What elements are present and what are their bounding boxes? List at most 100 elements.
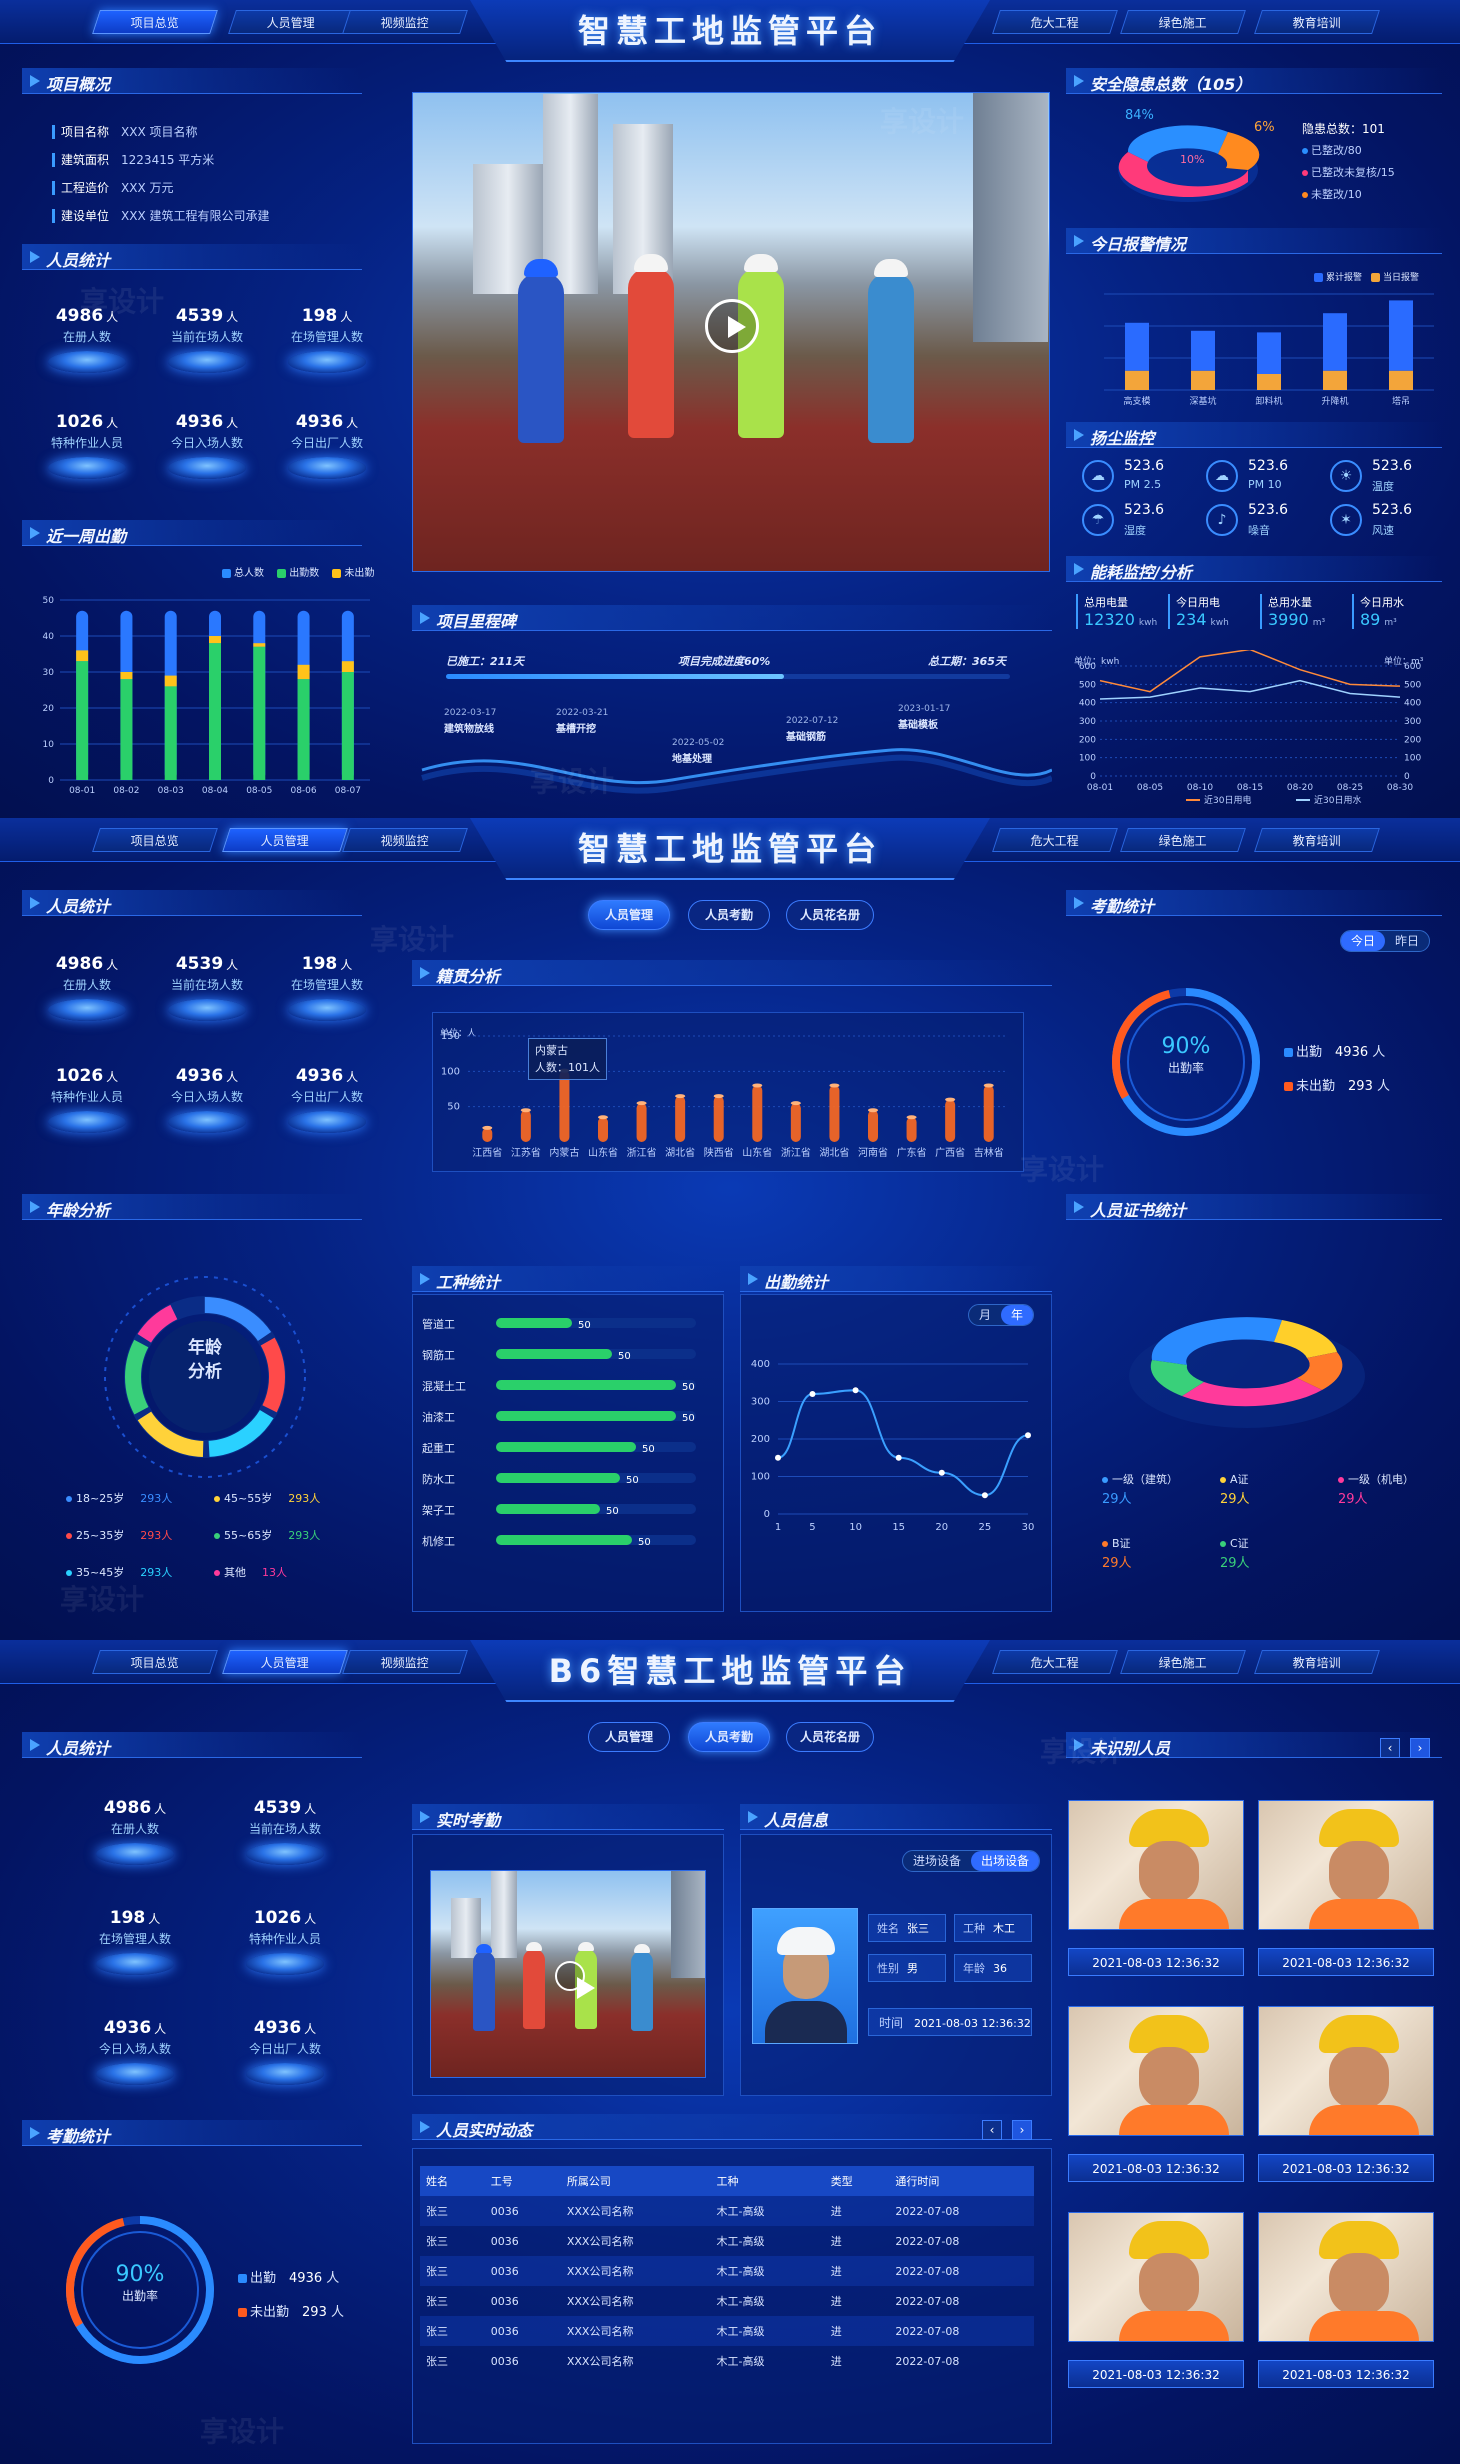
table-cell: 木工-高级 xyxy=(716,2235,765,2248)
stat-registered: 4986 人在册人数 xyxy=(32,954,142,1021)
stat-special-workers: 1026 人特种作业人员 xyxy=(32,1066,142,1133)
x-tick-label: 08-07 xyxy=(335,786,361,796)
legend-key-text: B证 xyxy=(1112,1537,1131,1550)
legend-dot xyxy=(1220,1477,1226,1483)
table-cell: 进 xyxy=(830,2235,842,2248)
x-tick-label: 1 xyxy=(775,1522,781,1533)
tab-video[interactable]: 视频监控 xyxy=(342,828,468,852)
energy-item: 今日用水 89 m³ xyxy=(1352,594,1404,629)
safety-pct-unreviewed: 6% xyxy=(1254,120,1275,135)
age-center-label: 年龄 分析 xyxy=(188,1338,222,1382)
tab-hazard-projects[interactable]: 危大工程 xyxy=(992,1650,1118,1674)
bar-cumulative xyxy=(1257,332,1281,374)
table-cell: 木工-高级 xyxy=(710,2256,825,2286)
table-cell: 木工-高级 xyxy=(710,2196,825,2226)
tab-green-construction[interactable]: 绿色施工 xyxy=(1120,10,1246,34)
tab-project-overview[interactable]: 项目总览 xyxy=(92,1650,218,1674)
body-icon xyxy=(1309,1899,1419,1929)
dust-item: ☁ 523.6 PM 10 xyxy=(1206,458,1326,498)
x-tick-label: 08-01 xyxy=(69,786,95,796)
person-photo xyxy=(752,1908,858,2044)
tab-personnel[interactable]: 人员管理 xyxy=(228,10,354,34)
alarm-legend: 累计报警 当日报警 xyxy=(1314,270,1419,283)
tab-green-construction[interactable]: 绿色施工 xyxy=(1120,828,1246,852)
section-header-age: 年龄分析 xyxy=(22,1194,362,1220)
tab-project-overview[interactable]: 项目总览 xyxy=(92,10,218,34)
next-page-button[interactable]: › xyxy=(1410,1738,1430,1758)
stat-today-out: 4936 人今日出厂人数 xyxy=(272,412,382,479)
table-cell: 进 xyxy=(824,2316,890,2346)
bar-today xyxy=(1257,374,1281,390)
toggle-in-device[interactable]: 进场设备 xyxy=(913,1854,962,1868)
toggle-yesterday[interactable]: 昨日 xyxy=(1395,934,1420,948)
table-cell: 2022-07-08 xyxy=(889,2196,1034,2226)
unknown-person-grid: 2021-08-03 12:36:32 2021-08-03 12:36:32 20… xyxy=(1066,1800,1446,2444)
bar-cap xyxy=(482,1125,493,1130)
tab-education[interactable]: 教育培训 xyxy=(1254,1650,1380,1674)
cert-legend-item: A证 29人 xyxy=(1220,1470,1250,1510)
x-tick-label: 08-04 xyxy=(202,786,228,796)
dust-icon: ☁ xyxy=(1206,460,1238,492)
bar-cumulative xyxy=(1323,313,1347,371)
data-point xyxy=(809,1391,816,1397)
field-value: 36 xyxy=(993,1962,1007,1975)
toggle-out-device[interactable]: 出场设备 xyxy=(971,1851,1040,1871)
table-header-cell: 所属公司 xyxy=(560,2166,711,2196)
legend-value: 293人 xyxy=(140,1492,173,1505)
stat-managers: 198 人在场管理人数 xyxy=(80,1908,190,1975)
play-icon[interactable] xyxy=(555,1961,595,1999)
milestone-event: 建筑物放线 xyxy=(444,724,494,735)
x-tick-label: 15 xyxy=(892,1522,905,1533)
pill-personnel-mgmt[interactable]: 人员管理 xyxy=(588,1722,670,1752)
stat-managers: 198 人在场管理人数 xyxy=(272,954,382,1021)
tab-personnel[interactable]: 人员管理 xyxy=(222,1650,348,1674)
play-icon[interactable] xyxy=(705,299,759,353)
energy-item: 总用电量 12320 kwh xyxy=(1076,594,1157,629)
pill-attendance[interactable]: 人员考勤 xyxy=(688,1722,770,1752)
body-icon xyxy=(1309,2311,1419,2341)
toggle-month[interactable]: 月 xyxy=(979,1308,992,1322)
x-tick-label: 深基坑 xyxy=(1189,395,1216,407)
tab-personnel[interactable]: 人员管理 xyxy=(222,828,348,852)
body-icon xyxy=(1119,2311,1229,2341)
section-header-milestone: 项目里程碑 xyxy=(412,605,1052,631)
tab-project-overview[interactable]: 项目总览 xyxy=(92,828,218,852)
legend-key: 一级（机电） xyxy=(1338,1470,1414,1490)
bar-absent xyxy=(120,672,133,680)
milestone-date: 2022-03-17 xyxy=(444,708,497,718)
pill-personnel-mgmt[interactable]: 人员管理 xyxy=(588,900,670,930)
tab-hazard-projects[interactable]: 危大工程 xyxy=(992,10,1118,34)
toggle-today[interactable]: 今日 xyxy=(1341,931,1386,951)
pill-roster[interactable]: 人员花名册 xyxy=(786,900,874,930)
tab-video[interactable]: 视频监控 xyxy=(342,1650,468,1674)
tab-green-construction[interactable]: 绿色施工 xyxy=(1120,1650,1246,1674)
energy-label: 总用电量 xyxy=(1084,596,1128,609)
month-year-toggle[interactable]: 月年 xyxy=(968,1304,1035,1326)
section-header-week-attendance: 近一周出勤 xyxy=(22,520,362,546)
toggle-year[interactable]: 年 xyxy=(1001,1305,1034,1325)
tab-hazard-projects[interactable]: 危大工程 xyxy=(992,828,1118,852)
realtime-video-player[interactable] xyxy=(430,1870,706,2078)
helmet-icon xyxy=(1319,1809,1399,1847)
prev-page-button[interactable]: ‹ xyxy=(1380,1738,1400,1758)
next-page-button[interactable]: › xyxy=(1012,2120,1032,2140)
legend-value: 29人 xyxy=(1220,1556,1250,1571)
pill-attendance[interactable]: 人员考勤 xyxy=(688,900,770,930)
pill-roster[interactable]: 人员花名册 xyxy=(786,1722,874,1752)
bar-native xyxy=(829,1085,840,1142)
week-attendance-chart: 0 10 20 30 40 50 08-01 08-02 08-03 08-04 08-05 08-0… xyxy=(43,596,370,796)
site-video-player[interactable] xyxy=(412,92,1050,572)
day-toggle[interactable]: 今日 昨日 xyxy=(1340,930,1431,952)
device-toggle[interactable]: 进场设备 出场设备 xyxy=(902,1850,1041,1872)
tab-video[interactable]: 视频监控 xyxy=(342,10,468,34)
legend-key-text: 一级（机电） xyxy=(1348,1473,1414,1486)
legend-label: 近30日用电 xyxy=(1204,794,1251,806)
dust-label: 风速 xyxy=(1372,524,1394,537)
legend-key: 35~45岁 xyxy=(76,1566,125,1579)
x-tick-label: 08-30 xyxy=(1387,783,1413,793)
bar-cap xyxy=(983,1083,994,1088)
prev-page-button[interactable]: ‹ xyxy=(982,2120,1002,2140)
tab-education[interactable]: 教育培训 xyxy=(1254,828,1380,852)
energy-label: 今日用水 xyxy=(1360,596,1404,609)
tab-education[interactable]: 教育培训 xyxy=(1254,10,1380,34)
